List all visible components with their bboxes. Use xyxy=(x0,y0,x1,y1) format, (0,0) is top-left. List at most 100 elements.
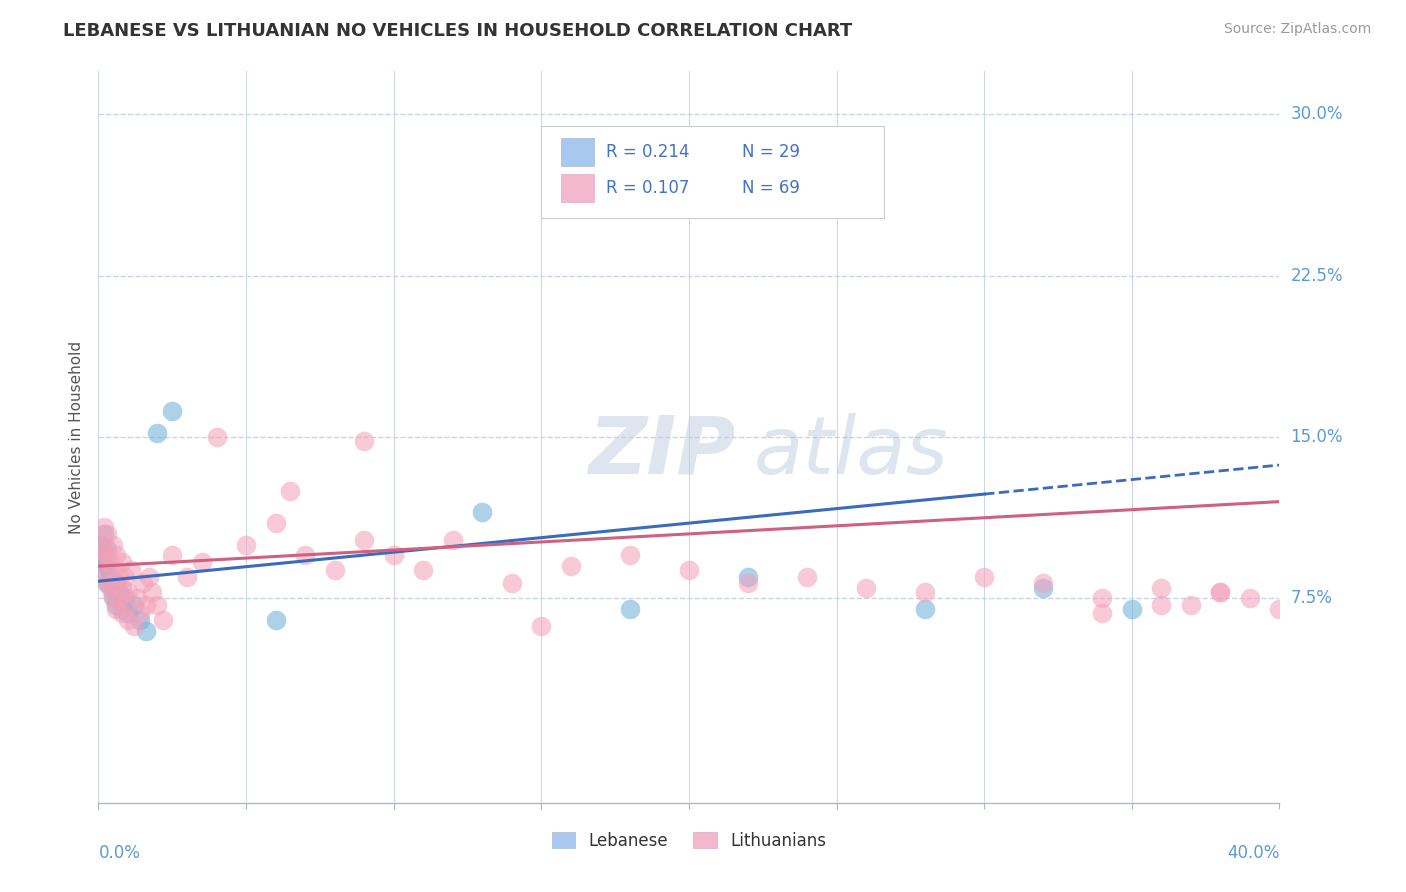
Point xyxy=(105,602,128,616)
Point xyxy=(1121,602,1143,616)
Point xyxy=(103,581,125,595)
Point xyxy=(90,538,112,552)
Text: atlas: atlas xyxy=(754,413,949,491)
Point xyxy=(105,576,128,591)
Text: Source: ZipAtlas.com: Source: ZipAtlas.com xyxy=(1223,22,1371,37)
Point xyxy=(96,559,118,574)
Point xyxy=(855,581,877,595)
Point xyxy=(1180,598,1202,612)
Point xyxy=(501,576,523,591)
Point xyxy=(530,619,553,633)
Point xyxy=(471,505,494,519)
Point xyxy=(412,564,434,578)
Point xyxy=(111,602,134,616)
Point xyxy=(105,576,128,591)
Point xyxy=(93,564,115,578)
Point xyxy=(128,607,150,621)
Text: R = 0.107: R = 0.107 xyxy=(606,179,689,197)
Point xyxy=(264,516,287,530)
Point xyxy=(973,570,995,584)
Point xyxy=(93,520,115,534)
Point xyxy=(162,404,183,418)
Point xyxy=(96,541,118,556)
Point xyxy=(1209,585,1232,599)
Point xyxy=(103,564,125,578)
Point xyxy=(135,624,157,638)
Text: N = 69: N = 69 xyxy=(742,179,800,197)
Point xyxy=(1150,581,1173,595)
Point xyxy=(162,549,183,563)
Point xyxy=(96,527,118,541)
Text: LEBANESE VS LITHUANIAN NO VEHICLES IN HOUSEHOLD CORRELATION CHART: LEBANESE VS LITHUANIAN NO VEHICLES IN HO… xyxy=(63,22,852,40)
Point xyxy=(737,576,759,591)
Point xyxy=(1209,585,1232,599)
Text: 22.5%: 22.5% xyxy=(1291,267,1343,285)
Point xyxy=(120,564,142,578)
Text: N = 29: N = 29 xyxy=(742,143,800,161)
Point xyxy=(176,570,198,584)
Text: 7.5%: 7.5% xyxy=(1291,590,1333,607)
Point xyxy=(141,585,163,599)
Point xyxy=(96,576,118,591)
Legend: Lebanese, Lithuanians: Lebanese, Lithuanians xyxy=(546,825,832,856)
Text: R = 0.214: R = 0.214 xyxy=(606,143,690,161)
Point xyxy=(96,549,118,563)
Bar xyxy=(561,175,595,202)
Point xyxy=(152,613,174,627)
Point xyxy=(353,434,375,449)
Point xyxy=(114,598,136,612)
Point xyxy=(132,576,155,591)
Point xyxy=(122,598,145,612)
Point xyxy=(294,549,316,563)
Point xyxy=(111,581,134,595)
Bar xyxy=(561,138,595,166)
Text: ZIP: ZIP xyxy=(589,413,735,491)
Point xyxy=(235,538,257,552)
Point xyxy=(90,555,112,569)
Text: 15.0%: 15.0% xyxy=(1291,428,1343,446)
Point xyxy=(264,613,287,627)
Point xyxy=(1091,607,1114,621)
Point xyxy=(146,425,169,440)
Point xyxy=(1091,591,1114,606)
Point xyxy=(191,555,214,569)
Point xyxy=(93,570,115,584)
Point xyxy=(619,549,641,563)
Point xyxy=(353,533,375,548)
Point xyxy=(280,483,302,498)
Point xyxy=(105,598,128,612)
Point xyxy=(93,541,115,556)
Point xyxy=(125,591,148,606)
Point xyxy=(98,555,121,569)
Point xyxy=(98,581,121,595)
Point xyxy=(90,538,112,552)
FancyBboxPatch shape xyxy=(541,126,884,218)
Text: 40.0%: 40.0% xyxy=(1227,845,1279,863)
Point xyxy=(678,564,700,578)
Point xyxy=(1239,591,1261,606)
Point xyxy=(1268,602,1291,616)
Point xyxy=(108,591,131,606)
Point xyxy=(128,613,150,627)
Point xyxy=(111,555,134,569)
Point xyxy=(122,619,145,633)
Point xyxy=(205,430,228,444)
Point xyxy=(1032,576,1054,591)
Text: 0.0%: 0.0% xyxy=(98,845,141,863)
Point xyxy=(93,527,115,541)
Point xyxy=(117,607,139,621)
Point xyxy=(914,585,936,599)
Point xyxy=(382,549,405,563)
Point xyxy=(117,613,139,627)
Point xyxy=(560,559,582,574)
Point xyxy=(1032,581,1054,595)
Point xyxy=(619,602,641,616)
Point xyxy=(108,585,131,599)
Point xyxy=(98,570,121,584)
Point xyxy=(90,555,112,569)
Point xyxy=(146,598,169,612)
Point xyxy=(103,538,125,552)
Point xyxy=(103,589,125,603)
Point xyxy=(323,564,346,578)
Point xyxy=(914,602,936,616)
